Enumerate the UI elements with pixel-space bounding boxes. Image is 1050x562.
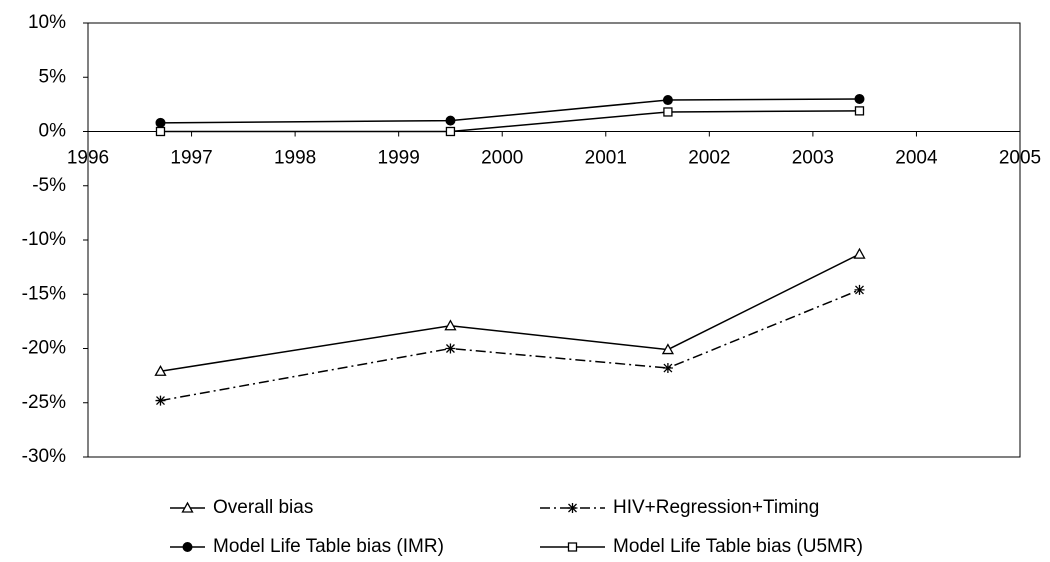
x-tick-label: 2000 [481, 148, 523, 169]
data-point [155, 395, 166, 406]
x-tick-label: 1999 [378, 148, 420, 169]
legend-marker [567, 503, 578, 513]
y-tick-label: 0% [39, 121, 67, 142]
data-point [662, 95, 673, 106]
x-tick-label: 1998 [274, 148, 316, 169]
legend-label: Model Life Table bias (IMR) [213, 536, 444, 557]
series-line [160, 289, 860, 402]
y-tick-label: -10% [22, 229, 66, 250]
y-tick-label: 10% [28, 12, 66, 33]
legend-label: Overall bias [213, 497, 313, 518]
x-tick-label: 2004 [895, 148, 938, 169]
y-tick-label: -25% [22, 392, 66, 413]
data-point [445, 126, 456, 137]
series-line [160, 110, 860, 133]
data-point [444, 319, 457, 331]
x-tick-label: 1997 [170, 148, 212, 169]
legend-marker [181, 501, 194, 513]
data-point [445, 115, 456, 126]
data-point [445, 343, 456, 354]
x-tick-label: 2002 [688, 148, 730, 169]
data-point [662, 363, 673, 374]
x-tick-label: 2003 [792, 148, 834, 169]
legend-label: HIV+Regression+Timing [613, 497, 819, 518]
data-point [854, 93, 865, 104]
y-tick-label: -5% [32, 175, 66, 196]
data-point [854, 106, 865, 116]
x-tick-label: 2001 [585, 148, 627, 169]
series-line [160, 253, 860, 373]
y-tick-label: -15% [22, 283, 66, 304]
y-tick-label: -30% [22, 446, 66, 467]
plot-area [87, 22, 1021, 458]
legend-marker [182, 542, 193, 552]
data-point [854, 284, 865, 295]
legend-marker [567, 542, 578, 552]
data-point [154, 364, 167, 376]
series-line [160, 98, 860, 124]
x-tick-label: 1996 [67, 148, 109, 169]
x-tick-label: 2005 [999, 148, 1041, 169]
data-point [663, 107, 673, 117]
data-point [155, 117, 166, 128]
data-point [661, 343, 675, 355]
data-point [853, 247, 866, 259]
data-point [155, 126, 166, 137]
legend-label: Model Life Table bias (U5MR) [613, 536, 863, 557]
y-tick-label: -20% [22, 338, 66, 359]
y-tick-label: 5% [39, 66, 67, 87]
